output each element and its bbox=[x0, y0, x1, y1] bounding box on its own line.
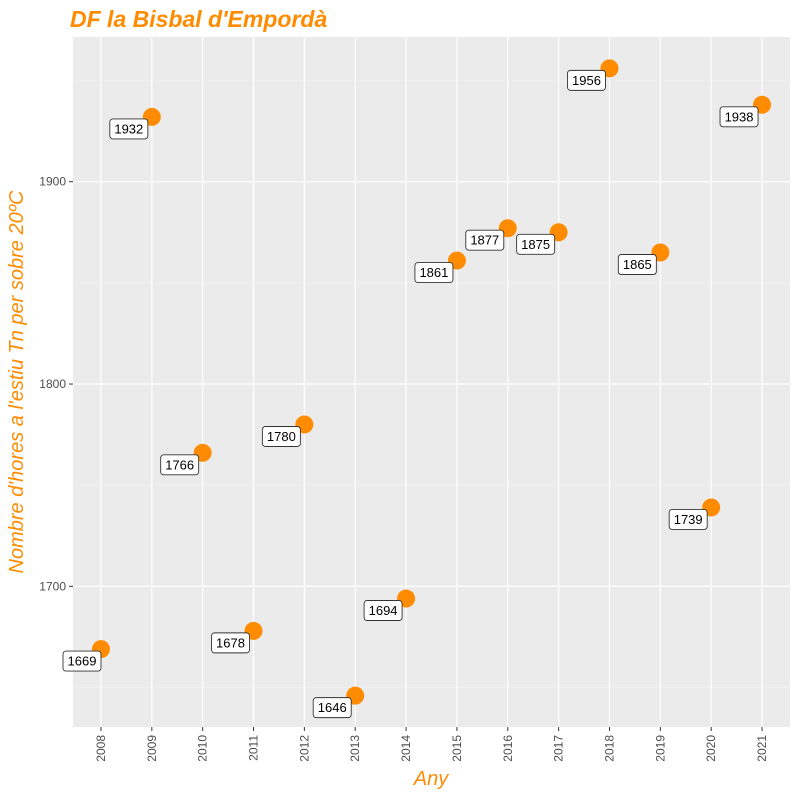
data-label: 1877 bbox=[465, 229, 505, 251]
x-tick-label: 2017 bbox=[552, 735, 566, 762]
data-label: 1938 bbox=[719, 106, 759, 128]
data-label-text: 1766 bbox=[165, 457, 194, 472]
data-label-box bbox=[160, 454, 200, 476]
data-label: 1956 bbox=[567, 69, 606, 91]
x-tick-label: 2020 bbox=[704, 735, 718, 762]
data-label-text: 1877 bbox=[470, 233, 499, 248]
x-tick-label: 2018 bbox=[602, 735, 616, 762]
y-tick-label: 1900 bbox=[39, 175, 66, 189]
plot-panel bbox=[73, 37, 790, 727]
x-tick-label: 2013 bbox=[348, 735, 362, 762]
data-label-box bbox=[516, 233, 556, 255]
data-label-text: 1694 bbox=[369, 603, 398, 618]
data-label-text: 1956 bbox=[572, 73, 601, 88]
data-label-box bbox=[312, 697, 352, 719]
x-tick-label: 2014 bbox=[399, 735, 413, 762]
y-tick-label: 1700 bbox=[39, 579, 66, 593]
x-tick-label: 2019 bbox=[653, 735, 667, 762]
data-label: 1875 bbox=[516, 233, 556, 255]
data-label: 1861 bbox=[414, 262, 454, 284]
data-label-text: 1678 bbox=[216, 635, 245, 650]
y-tick-label: 1800 bbox=[39, 377, 66, 391]
data-label-box bbox=[617, 254, 657, 275]
x-tick-label: 2015 bbox=[450, 735, 464, 762]
data-label-box bbox=[363, 600, 403, 621]
data-label-box bbox=[211, 632, 250, 654]
data-label-text: 1669 bbox=[68, 654, 97, 669]
data-label: 1766 bbox=[160, 454, 200, 476]
data-label-text: 1861 bbox=[419, 265, 448, 280]
data-label: 1678 bbox=[211, 632, 250, 654]
x-tick-label: 2016 bbox=[501, 735, 515, 762]
data-label-text: 1780 bbox=[267, 429, 296, 444]
data-label: 1865 bbox=[617, 254, 657, 275]
chart-title: DF la Bisbal d'Empordà bbox=[70, 6, 327, 32]
data-label: 1932 bbox=[109, 118, 149, 140]
x-tick-label: 2012 bbox=[297, 735, 311, 762]
data-label-box bbox=[414, 262, 454, 284]
data-label-text: 1739 bbox=[674, 512, 703, 527]
data-label-box bbox=[668, 509, 708, 530]
data-label-text: 1875 bbox=[521, 237, 550, 252]
x-tick-label: 2009 bbox=[145, 735, 159, 762]
data-label-box bbox=[109, 118, 149, 140]
data-labels: 1669 1932 1766 1678 1780 1646 1694 1861 1877 1875… bbox=[62, 69, 759, 719]
data-label-box bbox=[465, 229, 505, 251]
axis-ticks: 1700 1800 1900 2008 2009 2010 2011 2012 2013 2014… bbox=[39, 175, 769, 762]
x-tick-label: 2008 bbox=[94, 735, 108, 762]
data-label-text: 1938 bbox=[725, 109, 754, 124]
data-label: 1780 bbox=[261, 426, 301, 447]
x-tick-label: 2010 bbox=[196, 735, 210, 762]
data-label: 1669 bbox=[62, 650, 102, 672]
x-tick-label: 2021 bbox=[755, 735, 769, 762]
data-label-box bbox=[62, 650, 102, 672]
y-axis-title: Nombre d'hores a l'estiu Tn per sobre 20… bbox=[6, 190, 28, 573]
x-tick-label: 2011 bbox=[247, 735, 261, 761]
data-label-box bbox=[567, 69, 606, 91]
grid bbox=[73, 37, 790, 727]
data-label-text: 1865 bbox=[623, 257, 652, 272]
data-label-box bbox=[719, 106, 759, 128]
data-label: 1646 bbox=[312, 697, 352, 719]
data-label-box bbox=[261, 426, 301, 447]
data-label: 1694 bbox=[363, 600, 403, 621]
data-label: 1739 bbox=[668, 509, 708, 530]
data-label-text: 1646 bbox=[318, 700, 347, 715]
x-axis-title: Any bbox=[413, 768, 449, 790]
data-label-text: 1932 bbox=[114, 121, 143, 136]
